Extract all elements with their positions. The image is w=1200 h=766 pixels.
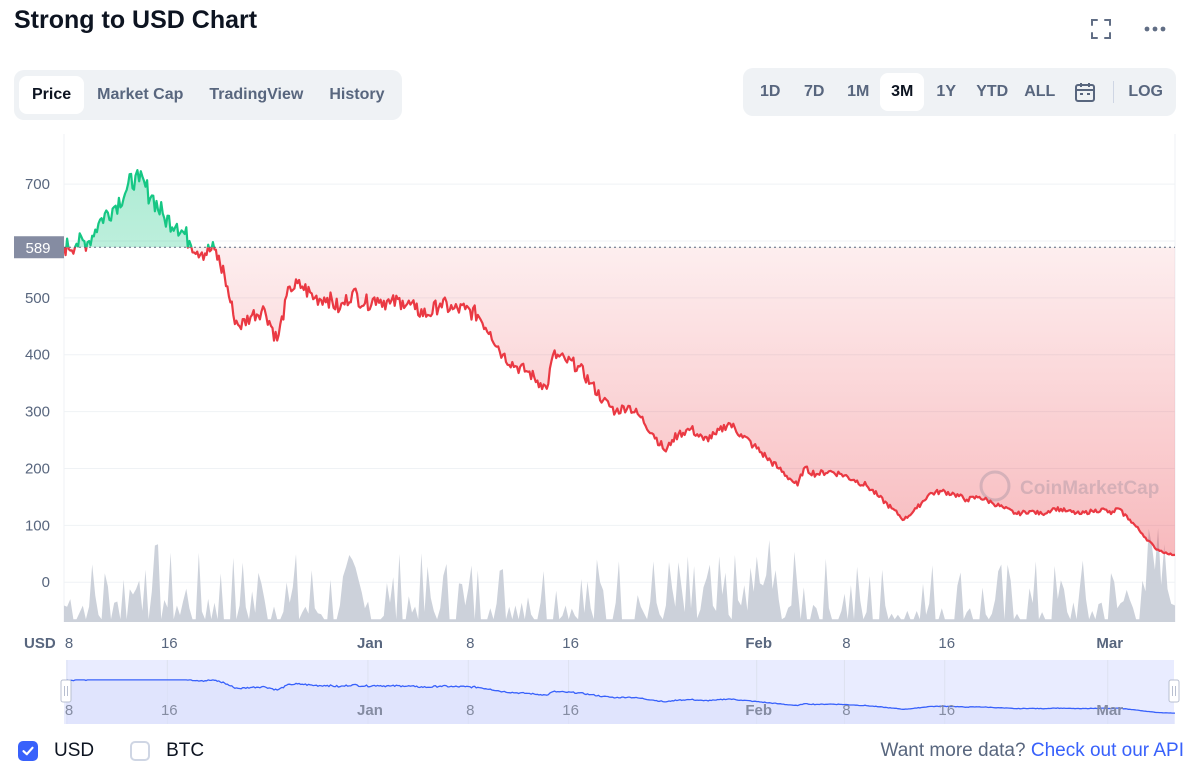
btc-label: BTC [166,740,205,761]
page-title: Strong to USD Chart [14,6,258,34]
calendar-icon[interactable] [1063,73,1107,111]
navigator-label: 8 [842,702,850,719]
range-all[interactable]: ALL [1024,83,1056,100]
y-tick-label: 500 [25,290,50,307]
price-chart[interactable]: CoinMarketCap 589 0 100 200 300 400 500 700 USD… [0,130,1200,730]
range-7d[interactable]: 7D [803,83,825,100]
legend-usd[interactable]: USD [18,740,94,762]
y-tick-label: 700 [25,176,50,193]
x-tick-label: 16 [562,635,579,652]
reference-label: 589 [25,240,50,257]
navigator-label: Feb [745,702,772,719]
x-tick-label: 8 [842,635,850,652]
navigator-label: Jan [357,702,383,719]
navigator-label: 8 [65,702,73,719]
fullscreen-icon[interactable] [1086,14,1116,44]
api-promo-text: Want more data? [880,740,1026,761]
currency-legend: USD BTC [18,740,240,762]
down-area-fill [64,247,1175,555]
navigator-line [63,679,1175,714]
handle-body [60,679,72,703]
top-icons [1086,14,1170,44]
x-tick-label: Mar [1096,635,1123,652]
tab-price[interactable]: Price [19,76,85,114]
x-tick-label: Jan [357,635,383,652]
x-tick-label: 8 [466,635,474,652]
y-tick-label: 200 [25,460,50,477]
handle-body [1168,679,1180,703]
chart-type-tabs: Price Market Cap TradingView History [14,70,403,120]
volume-layer [64,527,1175,622]
navigator-label: 16 [938,702,955,719]
time-range-selector: 1D 7D 1M 3M 1Y YTD ALL LOG [743,68,1176,116]
area-layer: CoinMarketCap [64,170,1175,555]
usd-checkbox[interactable] [18,741,38,761]
legend-btc[interactable]: BTC [130,740,204,762]
x-tick-label: 16 [161,635,178,652]
watermark: CoinMarketCap [979,470,1159,502]
navigator-area [64,679,1175,724]
navigator-handle-right[interactable] [1168,679,1180,703]
y-tick-label: 100 [25,517,50,534]
usd-label: USD [54,740,95,761]
y-tick-label: 300 [25,404,50,421]
cmc-logo-icon [979,470,1011,502]
navigator-handle-left[interactable] [60,679,72,703]
check-icon [22,746,34,756]
price-line-layer [62,169,1176,557]
range-separator [1113,81,1115,103]
range-1y[interactable]: 1Y [936,83,956,100]
tab-history[interactable]: History [329,86,385,103]
currency-axis-label: USD [24,635,56,652]
y-tick-label: 400 [25,347,50,364]
api-link[interactable]: Check out our API [1030,740,1184,761]
y-tick-label: 0 [42,574,50,591]
tab-market-cap[interactable]: Market Cap [97,86,184,103]
range-1m[interactable]: 1M [847,83,870,100]
log-scale-toggle[interactable]: LOG [1128,83,1163,100]
volume-area [64,527,1175,622]
range-ytd[interactable]: YTD [976,83,1009,100]
reference-line-layer: 589 [14,236,1175,259]
navigator-label: 16 [161,702,178,719]
x-tick-label: Feb [745,635,772,652]
watermark-text: CoinMarketCap [1020,478,1159,499]
range-1d[interactable]: 1D [759,83,781,100]
x-tick-label: 8 [65,635,73,652]
range-3m[interactable]: 3M [880,73,925,111]
tab-tradingview[interactable]: TradingView [209,86,304,103]
navigator-label: 16 [562,702,579,719]
api-promo: Want more data? Check out our API [881,740,1184,762]
up-area-fill [64,170,1175,248]
reference-label-bg [14,236,64,259]
btc-checkbox[interactable] [130,741,151,761]
navigator-label: 8 [466,702,474,719]
range-navigator: 8 16 Jan 8 16 Feb 8 16 Mar [60,660,1180,724]
price-line-down [62,247,1176,557]
x-tick-label: 16 [938,635,955,652]
more-icon[interactable] [1140,14,1170,44]
navigator-label: Mar [1096,702,1123,719]
axis-layer: 0 100 200 300 400 500 700 USD 8 16 Jan 8 16 Feb 8 16 Mar [24,176,1123,652]
